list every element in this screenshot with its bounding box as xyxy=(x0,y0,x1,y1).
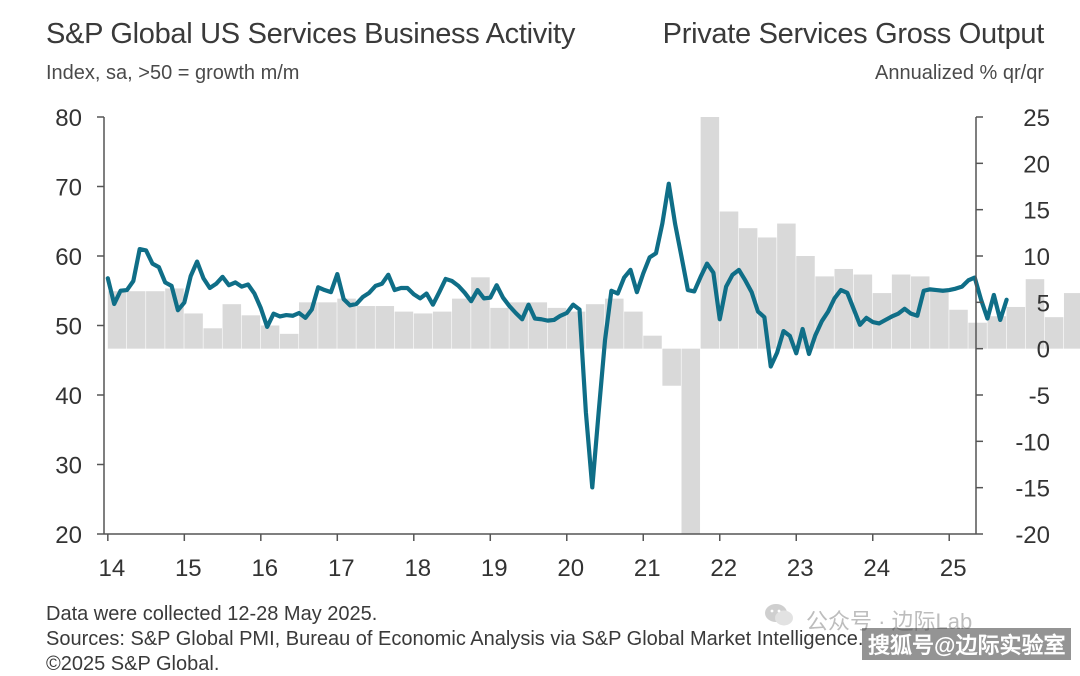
left-axis-subtitle: Index, sa, >50 = growth m/m xyxy=(46,62,300,84)
gross-output-bar xyxy=(930,288,949,349)
gross-output-bar xyxy=(643,335,662,349)
gross-output-bar xyxy=(146,291,165,349)
right-chart-title: Private Services Gross Output xyxy=(662,18,1045,50)
x-tick-label: 23 xyxy=(787,555,814,582)
wechat-icon xyxy=(765,604,793,626)
gross-output-bar xyxy=(1063,293,1080,349)
right-tick-label: 20 xyxy=(1023,151,1050,178)
gross-output-bar xyxy=(165,288,184,349)
gross-output-bar xyxy=(968,322,987,349)
gross-output-bar xyxy=(796,256,815,349)
gross-output-bars xyxy=(107,117,1080,534)
right-tick-label: 10 xyxy=(1023,244,1050,271)
gross-output-bar xyxy=(222,304,242,349)
right-tick-label: 15 xyxy=(1023,198,1050,225)
left-tick-label: 50 xyxy=(55,314,82,341)
gross-output-bar xyxy=(260,325,280,349)
right-tick-label: 5 xyxy=(1037,290,1050,317)
gross-output-bar xyxy=(279,333,299,349)
gross-output-bar xyxy=(700,117,720,349)
gross-output-bar xyxy=(394,311,414,349)
right-tick-label: 25 xyxy=(1023,105,1050,132)
gross-output-bar xyxy=(471,277,490,349)
left-tick-label: 70 xyxy=(55,175,82,202)
gross-output-bar xyxy=(949,309,968,349)
x-tick-label: 25 xyxy=(940,555,967,582)
gross-output-bar xyxy=(432,311,452,349)
gross-output-bar xyxy=(1006,306,1026,349)
gross-output-bar xyxy=(853,274,873,349)
gross-output-bar xyxy=(318,302,337,349)
x-tick-label: 19 xyxy=(481,555,508,582)
gross-output-bar xyxy=(490,307,509,349)
left-chart-title: S&P Global US Services Business Activity xyxy=(46,18,576,50)
x-tick-label: 15 xyxy=(175,555,202,582)
chart-ticks: 20 30 40 50 60 70 80 -20 -15 -10 -5 0 5 10 15 20 25 14 15 1… xyxy=(55,105,1050,582)
gross-output-bar xyxy=(452,298,471,349)
x-tick-label: 14 xyxy=(98,555,125,582)
left-tick-label: 60 xyxy=(55,244,82,271)
right-tick-label: -10 xyxy=(1015,429,1050,456)
x-tick-label: 22 xyxy=(710,555,737,582)
right-tick-label: 0 xyxy=(1037,337,1050,364)
gross-output-bar xyxy=(585,304,605,349)
x-tick-label: 17 xyxy=(328,555,355,582)
pmi-line-layer xyxy=(105,181,1009,490)
gross-output-bar xyxy=(337,298,356,349)
left-tick-label: 20 xyxy=(55,522,82,549)
gross-output-bar xyxy=(375,306,395,349)
gross-output-bar xyxy=(662,348,681,386)
left-tick-label: 80 xyxy=(55,105,82,132)
right-tick-label: -5 xyxy=(1029,383,1050,410)
footer-copyright: ©2025 S&P Global. xyxy=(46,653,220,675)
gross-output-bar xyxy=(126,291,146,349)
gross-output-bar xyxy=(184,313,203,349)
gross-output-bar xyxy=(624,311,643,349)
chart-canvas: 20 30 40 50 60 70 80 -20 -15 -10 -5 0 5 10 15 20 25 14 15 1… xyxy=(55,105,1080,582)
watermark-sohu: 搜狐号@边际实验室 xyxy=(862,628,1072,660)
x-tick-label: 20 xyxy=(557,555,584,582)
gross-output-bar xyxy=(681,348,701,534)
right-axis-subtitle: Annualized % qr/qr xyxy=(875,62,1044,84)
gross-output-bar xyxy=(987,316,1006,349)
right-tick-label: -20 xyxy=(1015,522,1050,549)
gross-output-bar xyxy=(203,328,222,349)
gross-output-bar xyxy=(413,313,433,349)
x-tick-label: 18 xyxy=(404,555,431,582)
gross-output-bar xyxy=(107,291,127,349)
pmi-line xyxy=(105,181,1009,490)
left-tick-label: 40 xyxy=(55,383,82,410)
gross-output-bar xyxy=(758,237,777,349)
x-tick-label: 21 xyxy=(634,555,661,582)
left-tick-label: 30 xyxy=(55,453,82,480)
gross-output-bar xyxy=(777,223,796,349)
right-tick-label: -15 xyxy=(1015,476,1050,503)
gross-output-bar xyxy=(1044,317,1064,349)
footer-note: Data were collected 12-28 May 2025. xyxy=(46,603,378,625)
gross-output-bar xyxy=(1025,279,1045,349)
x-tick-label: 16 xyxy=(251,555,278,582)
gross-output-bar xyxy=(356,306,375,349)
x-tick-label: 24 xyxy=(863,555,890,582)
gross-output-bar xyxy=(815,276,834,349)
gross-output-bar xyxy=(241,315,261,349)
footer-sources: Sources: S&P Global PMI, Bureau of Econo… xyxy=(46,628,864,650)
gross-output-bar xyxy=(834,268,854,349)
gross-output-bar xyxy=(299,302,318,349)
